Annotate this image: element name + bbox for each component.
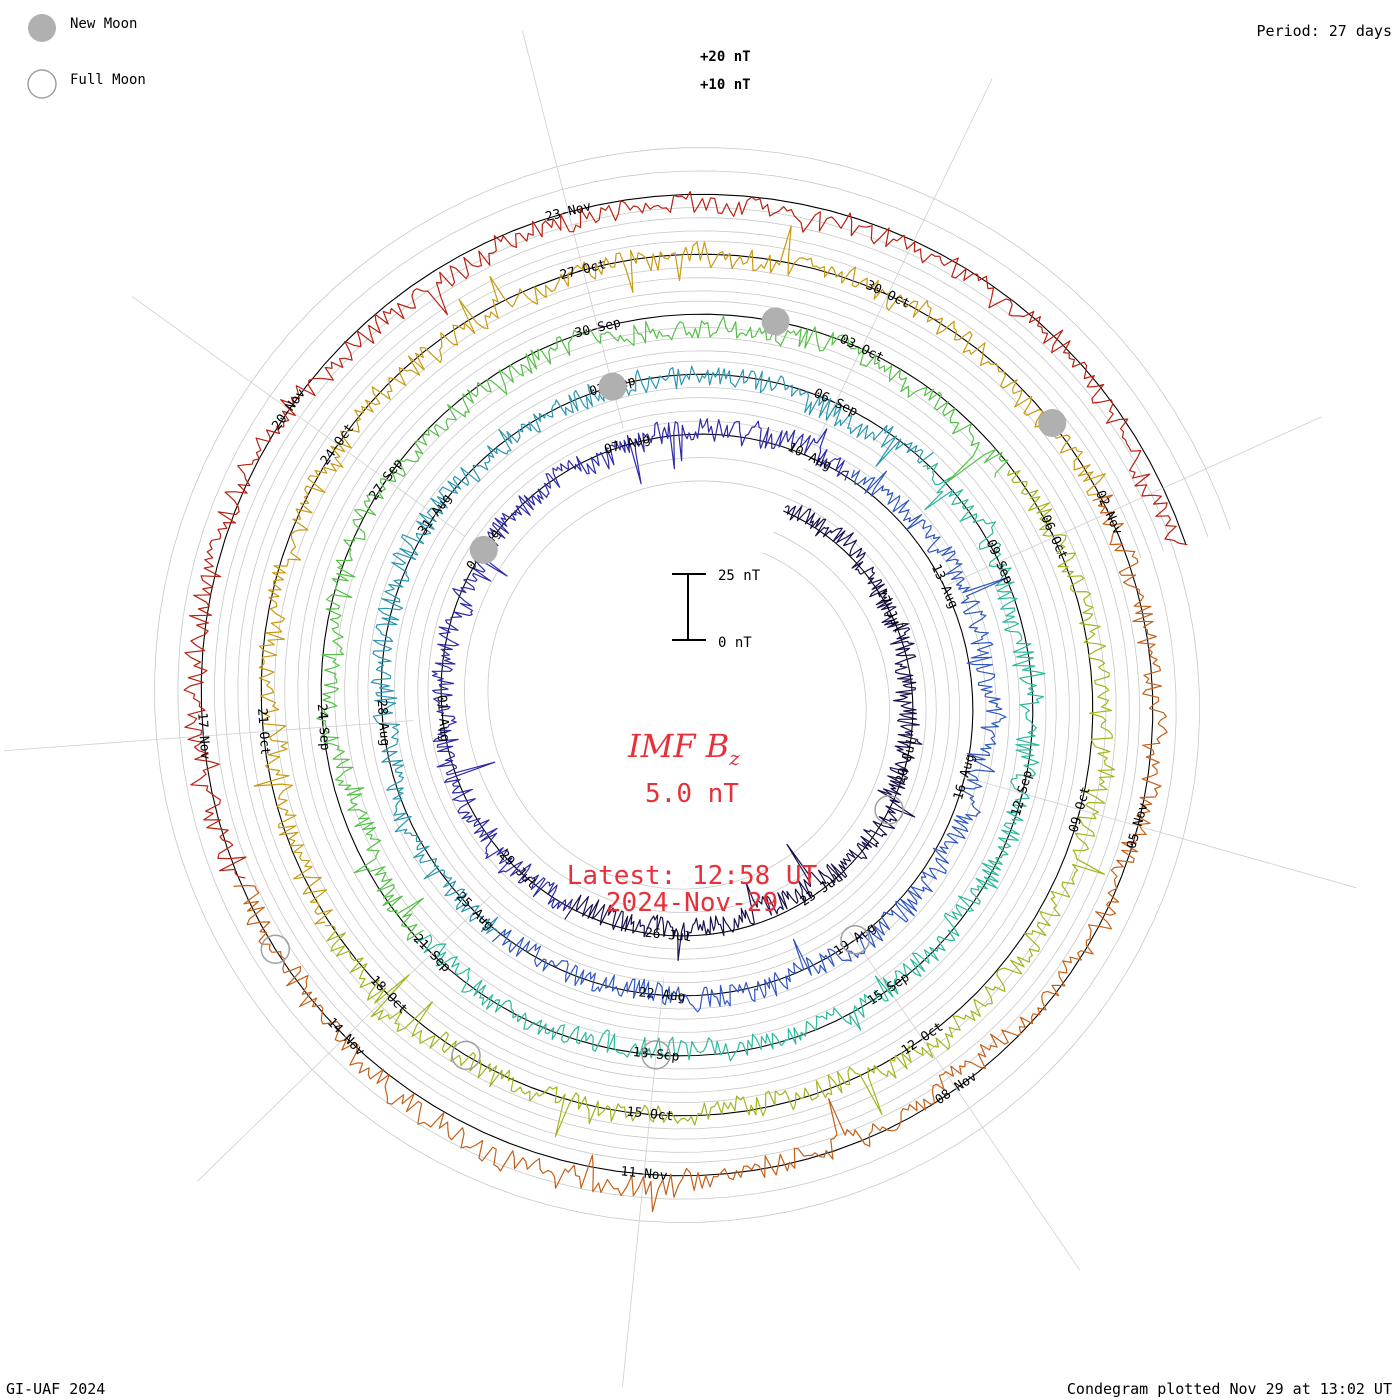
footer-left: GI-UAF 2024 <box>6 1380 106 1398</box>
grid-level-m10-line <box>224 217 1164 1153</box>
date-label: 30-Oct <box>863 278 912 312</box>
bz-series-6 <box>316 315 1009 941</box>
full-moon-marker <box>260 934 291 964</box>
bz-series-4 <box>370 365 934 934</box>
date-label: 25-Aug <box>453 889 496 933</box>
center-title-sub: z <box>728 746 740 770</box>
date-label: 22-Aug <box>638 985 686 1005</box>
ref-label-10nt: +10 nT <box>700 77 751 93</box>
new-moon-legend-label: New Moon <box>70 16 137 32</box>
date-label: 28-Aug <box>374 699 392 747</box>
date-label: 11-Nov <box>620 1164 668 1184</box>
full-moon-legend-icon <box>27 69 57 99</box>
radial-spoke <box>813 78 993 449</box>
grid-level-10-line <box>177 170 1209 1200</box>
full-moon-legend-label: Full Moon <box>70 72 146 88</box>
radial-spoke <box>3 720 413 752</box>
full-moon-marker <box>641 1040 671 1070</box>
new-moon-legend-icon <box>28 14 56 42</box>
bz-series-1 <box>564 505 923 961</box>
center-title-main: IMF B <box>627 727 729 765</box>
date-label: 27-Sep <box>367 456 407 503</box>
bz-series-2 <box>431 418 849 912</box>
bz-series-5 <box>413 462 1046 1062</box>
date-label: 15-Oct <box>626 1105 674 1125</box>
latest-time: Latest: 12:58 UT <box>567 861 818 891</box>
radial-spoke <box>622 978 665 1387</box>
date-label: 20-Nov <box>269 386 309 433</box>
bz-series-10 <box>183 191 1188 879</box>
scale-top-label: 25 nT <box>718 568 761 584</box>
date-label: 17-Nov <box>194 712 212 760</box>
center-title: IMF Bz <box>627 727 740 770</box>
grid-level-20-line <box>154 147 1231 1223</box>
scale-bottom-label: 0 nT <box>718 635 752 651</box>
date-label: 09-Sep <box>983 537 1016 586</box>
scale-bar: 25 nT 0 nT <box>672 568 761 651</box>
full-moon-marker <box>874 795 904 825</box>
date-label: 18-Sep <box>632 1045 680 1065</box>
date-label: 29-Jul <box>496 848 539 892</box>
ref-label-20nt: +20 nT <box>700 49 751 65</box>
bz-series-7 <box>324 469 1116 1137</box>
date-labels-layer: 17-Jul20-Jul23-Jul26-Jul29-Jul01-Aug04-A… <box>194 199 1151 1184</box>
date-label: 02-Nov <box>1092 488 1125 537</box>
radial-spoke <box>197 894 492 1182</box>
date-label: 21-Oct <box>254 708 272 756</box>
moon-layer <box>260 307 1067 1071</box>
date-label: 01-Aug <box>434 694 452 742</box>
bz-series-9 <box>233 494 1168 1213</box>
bz-series-8 <box>253 225 1106 925</box>
new-moon-marker <box>598 372 627 401</box>
date-label: 20-Jul <box>893 736 920 785</box>
new-moon-marker <box>469 535 498 564</box>
date-label: 24-Sep <box>314 703 332 751</box>
radial-spoke <box>522 31 624 429</box>
period-label: Period: 27 days <box>1256 22 1392 40</box>
radial-spoke <box>132 296 466 537</box>
latest-date: 2024-Nov-29 <box>606 888 778 918</box>
date-label: 13-Aug <box>928 562 961 611</box>
grid-level-m20-line <box>247 240 1142 1130</box>
date-label: 17-Jul <box>873 587 906 636</box>
bz-series-3 <box>491 469 1010 1013</box>
footer-right: Condegram plotted Nov 29 at 13:02 UT <box>1066 1380 1392 1398</box>
center-value: 5.0 nT <box>645 779 739 809</box>
date-label: 26-Jul <box>644 926 692 946</box>
new-moon-marker <box>761 307 790 336</box>
new-moon-marker <box>1038 409 1067 438</box>
series-layer <box>183 191 1188 1213</box>
date-label: 15-Sep <box>865 970 912 1009</box>
full-moon-marker <box>451 1040 481 1071</box>
full-moon-marker <box>840 925 870 955</box>
radial-spoke <box>947 416 1322 586</box>
